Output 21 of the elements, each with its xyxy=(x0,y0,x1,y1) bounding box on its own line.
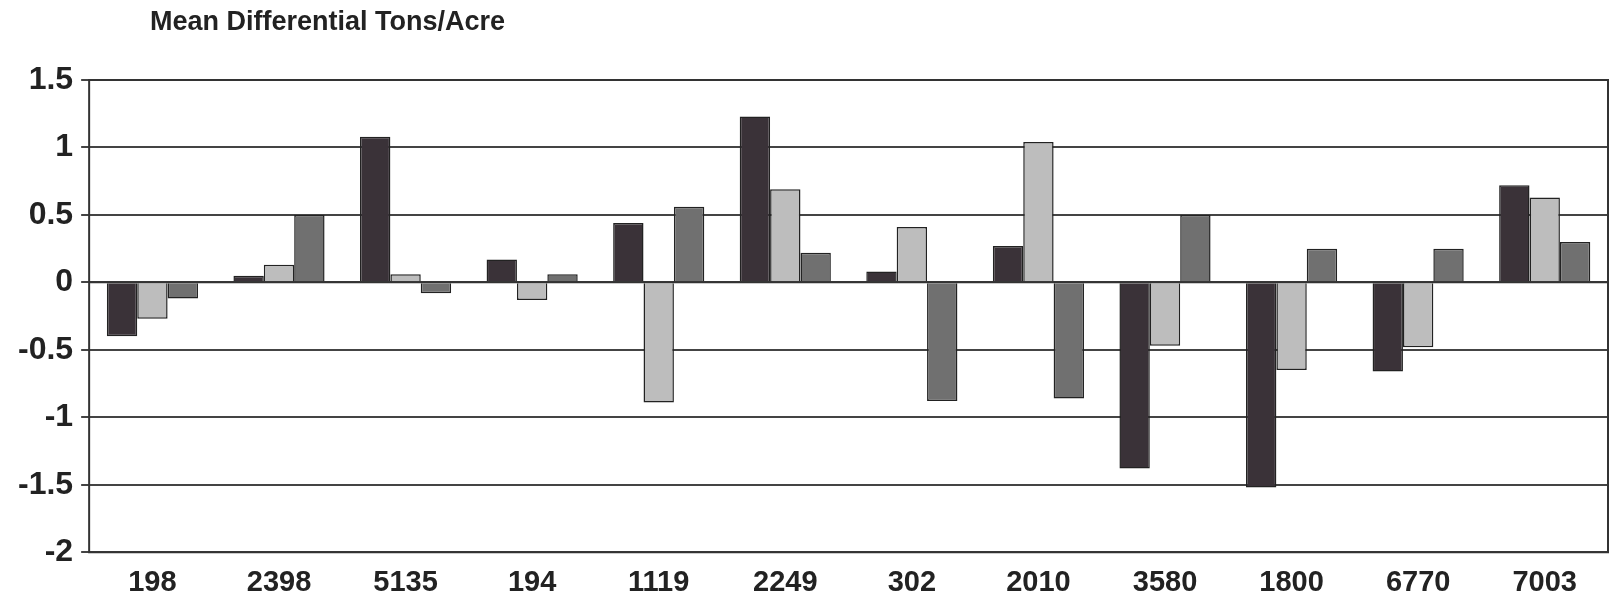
y-tick-label: 0.5 xyxy=(28,194,74,231)
y-tick-label: -2 xyxy=(44,532,74,569)
x-tick-label: 5135 xyxy=(373,564,438,597)
x-tick-label: 198 xyxy=(128,564,177,597)
y-tick-label: -1 xyxy=(44,397,74,434)
x-tick-label: 7003 xyxy=(1512,564,1577,597)
x-tick-label: 6770 xyxy=(1385,564,1451,597)
x-tick-label: 3580 xyxy=(1132,564,1198,597)
x-tick-label: 2010 xyxy=(1006,564,1071,597)
x-tick-label: 302 xyxy=(887,564,937,597)
y-tick-label: 1 xyxy=(55,127,74,164)
y-tick-label: -1.5 xyxy=(18,464,74,501)
y-tick-label: 0 xyxy=(55,262,74,299)
x-tick-label: 2398 xyxy=(246,564,312,597)
y-tick-label: 1.5 xyxy=(28,59,74,96)
x-tick-label: 194 xyxy=(507,564,557,597)
y-tick-label: -0.5 xyxy=(18,329,74,366)
x-tick-label: 2249 xyxy=(753,564,818,597)
x-tick-label: 1800 xyxy=(1259,564,1324,597)
x-tick-label: 1119 xyxy=(628,564,690,597)
chart-title: Mean Differential Tons/Acre xyxy=(150,6,506,37)
